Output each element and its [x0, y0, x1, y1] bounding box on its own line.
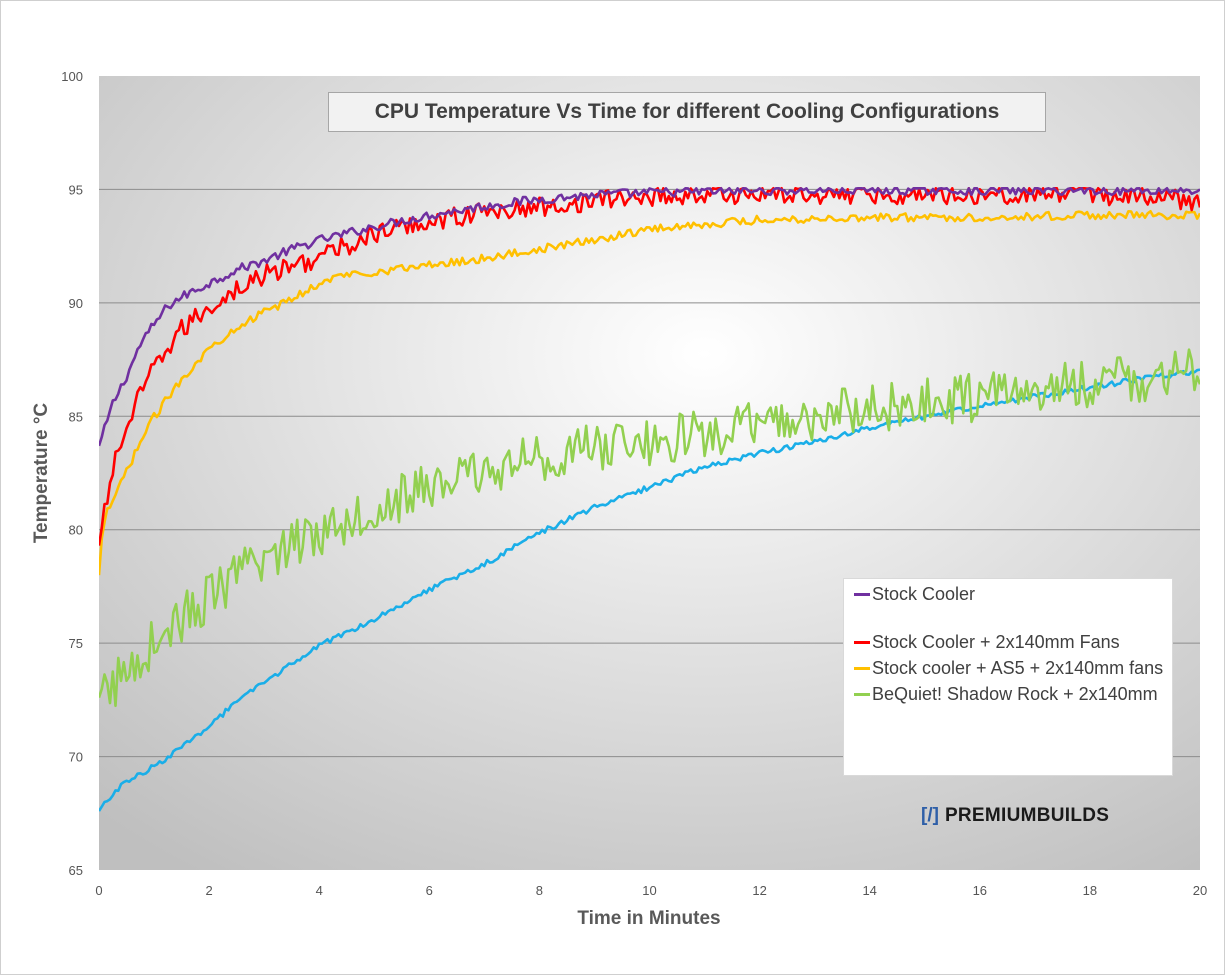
y-tick-label: 70 — [69, 750, 83, 765]
x-tick-label: 0 — [95, 883, 102, 898]
x-tick-label: 12 — [752, 883, 766, 898]
series-line-1 — [99, 187, 1200, 546]
y-tick-label: 85 — [69, 409, 83, 424]
series-line-4 — [99, 368, 1200, 812]
y-axis-ticks: 65 70 75 80 85 90 95 100 — [61, 69, 83, 878]
x-tick-label: 20 — [1193, 883, 1207, 898]
x-tick-label: 10 — [642, 883, 656, 898]
x-tick-label: 18 — [1083, 883, 1097, 898]
series-line-3 — [99, 348, 1200, 708]
x-tick-label: 8 — [536, 883, 543, 898]
y-tick-label: 95 — [69, 182, 83, 197]
premiumbuilds-watermark: [/] PREMIUMBUILDS — [921, 805, 1109, 827]
series-layer — [99, 187, 1200, 812]
y-axis-title: Temperature °C — [31, 403, 52, 544]
legend-label: BeQuiet! Shadow Rock + 2x140mm — [872, 684, 1158, 704]
series-line-0 — [99, 187, 1200, 447]
x-axis-ticks: 0 2 4 6 8 10 12 14 16 18 20 — [95, 883, 1207, 898]
y-tick-label: 65 — [69, 863, 83, 878]
brand-name: PREMIUMBUILDS — [944, 805, 1110, 826]
legend-swatch-green — [854, 693, 870, 696]
y-tick-label: 100 — [61, 69, 83, 84]
chart-legend: Stock Cooler Stock Cooler + 2x140mm Fans… — [843, 578, 1173, 776]
legend-swatch-yellow — [854, 667, 870, 670]
legend-swatch-purple — [854, 593, 870, 596]
legend-item-stock-cooler-as5: Stock cooler + AS5 + 2x140mm fans — [854, 656, 1166, 680]
x-tick-label: 14 — [862, 883, 876, 898]
legend-item-bequiet: BeQuiet! Shadow Rock + 2x140mm — [854, 682, 1166, 706]
x-axis-title: Time in Minutes — [577, 908, 720, 929]
legend-label: Stock Cooler — [872, 584, 976, 604]
y-tick-label: 75 — [69, 636, 83, 651]
legend-item-stock-cooler: Stock Cooler — [854, 582, 1166, 606]
brand-logo-bracket: [/] — [921, 805, 939, 826]
y-tick-label: 80 — [69, 523, 83, 538]
series-line-2 — [99, 210, 1200, 576]
legend-spacer — [872, 608, 1166, 630]
chart-title: CPU Temperature Vs Time for different Co… — [328, 92, 1046, 132]
legend-item-stock-cooler-fans: Stock Cooler + 2x140mm Fans — [854, 630, 1166, 654]
x-tick-label: 4 — [316, 883, 323, 898]
legend-label: Stock cooler + AS5 + 2x140mm fans — [872, 658, 1164, 678]
legend-label: Stock Cooler + 2x140mm Fans — [872, 632, 1120, 652]
x-tick-label: 16 — [973, 883, 987, 898]
x-tick-label: 2 — [205, 883, 212, 898]
legend-swatch-red — [854, 641, 870, 644]
y-tick-label: 90 — [69, 296, 83, 311]
x-tick-label: 6 — [426, 883, 433, 898]
